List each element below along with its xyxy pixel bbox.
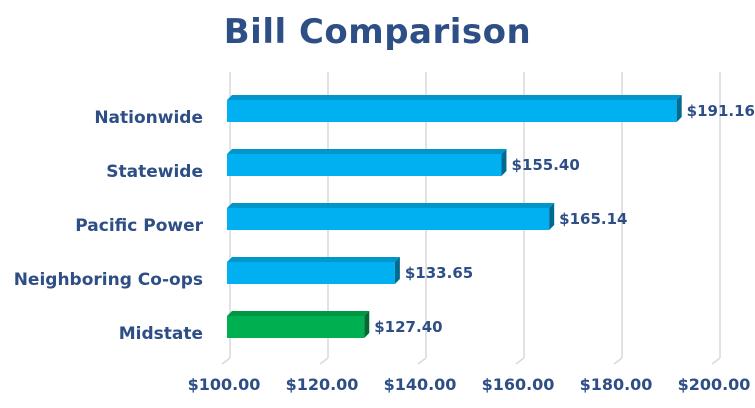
bar-side-face [364,311,370,338]
data-label: $191.16 [687,102,755,120]
bars [227,95,682,338]
data-label: $127.40 [374,318,442,336]
gridline-foot [711,357,721,365]
bar-front-face [227,316,365,338]
bar-top-face [227,203,555,208]
x-tick-label: $120.00 [286,375,359,394]
bar-top-face [227,257,400,262]
bar [227,149,507,176]
category-label: Nationwide [94,108,203,128]
bar [227,257,400,284]
bar-side-face [394,257,400,284]
data-label: $165.14 [559,210,627,228]
category-label: Statewide [106,162,203,182]
gridline-foot [221,357,231,365]
bar [227,95,682,122]
bar-side-face [676,95,682,122]
data-label: $133.65 [405,264,473,282]
bar-side-face [549,203,555,230]
bar-front-face [227,154,502,176]
bar [227,203,555,230]
x-tick-label: $100.00 [188,375,261,394]
x-tick-label: $180.00 [580,375,653,394]
bar-front-face [227,208,550,230]
bar-front-face [227,100,677,122]
chart-title: Bill Comparison [223,12,532,52]
gridline-foot [613,357,623,365]
bar-top-face [227,311,370,316]
x-tick-label: $200.00 [678,375,751,394]
bar-top-face [227,149,507,154]
gridline-foot [515,357,525,365]
category-label: Midstate [119,324,203,344]
x-tick-label: $140.00 [384,375,457,394]
labels: $100.00 $120.00 $140.00 $160.00 $180.00 $200.… [14,102,755,394]
category-label: Neighboring Co-ops [14,270,203,290]
x-tick-label: $160.00 [482,375,555,394]
data-label: $155.40 [511,156,579,174]
bar-front-face [227,262,395,284]
gridline-foot [417,357,427,365]
bar-top-face [227,95,682,100]
bar [227,311,370,338]
category-label: Pacific Power [75,216,203,236]
bar-side-face [501,149,507,176]
gridline-foot [319,357,329,365]
